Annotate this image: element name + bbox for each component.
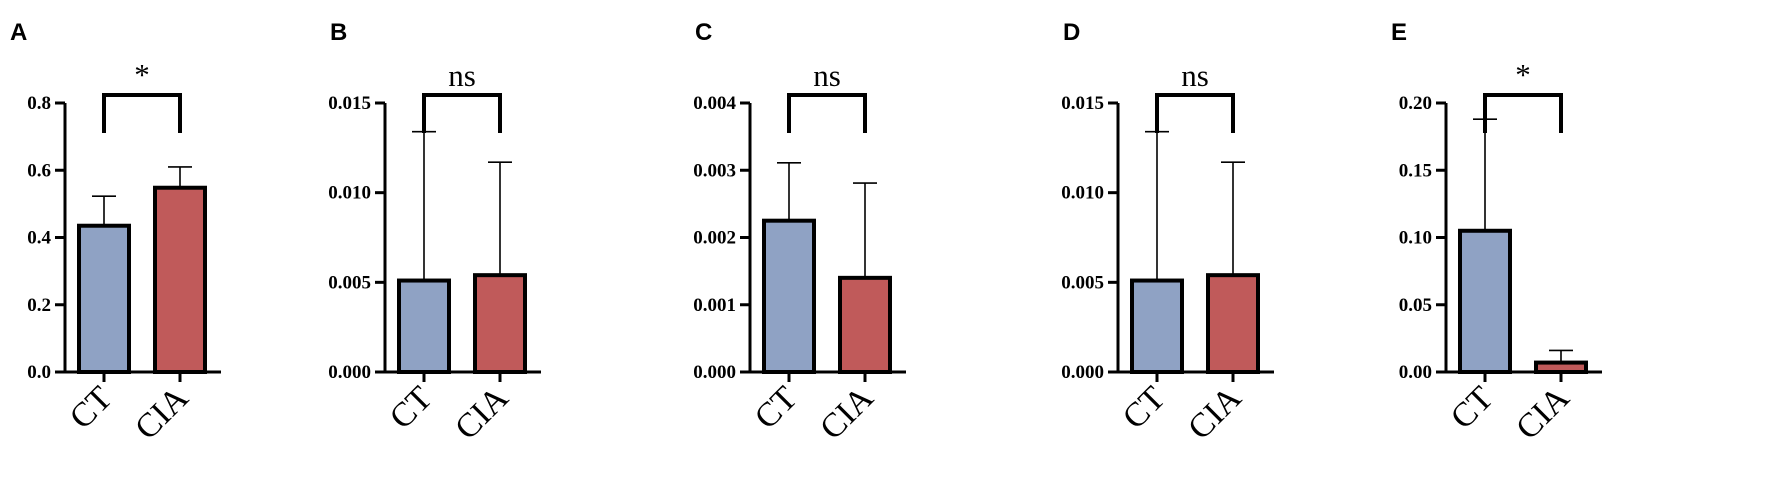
x-category-label-c: CT [748, 379, 805, 436]
x-category-label-b: CT [383, 379, 440, 436]
x-category-label-d: CT [1116, 379, 1173, 436]
x-category-label-a: CIA [128, 379, 196, 447]
bar-cia-d [1206, 273, 1260, 374]
y-tick-label-c: 0.000 [693, 362, 736, 383]
y-tick-label-c: 0.001 [693, 295, 736, 316]
significance-label-d: ns [1181, 58, 1209, 93]
significance-label-c: ns [813, 58, 841, 93]
significance-label-e: * [1515, 57, 1531, 92]
y-tick-label-d: 0.005 [1061, 272, 1104, 293]
significance-bracket-d [1155, 93, 1235, 133]
significance-label-a: * [134, 57, 150, 92]
x-category-label-d: CIA [1181, 379, 1249, 447]
y-tick-label-c: 0.004 [693, 93, 736, 114]
y-tick-label-b: 0.010 [328, 183, 371, 204]
y-tick-label-d: 0.010 [1061, 183, 1104, 204]
bar-ct-d [1130, 278, 1184, 375]
y-tick-label-d: 0.000 [1061, 362, 1104, 383]
bar-ct-b [397, 278, 451, 375]
y-tick-label-e: 0.00 [1399, 362, 1432, 383]
significance-label-b: ns [448, 58, 476, 93]
significance-bracket-a [102, 93, 182, 133]
x-category-label-e: CIA [1509, 379, 1577, 447]
bar-cia-b [473, 273, 527, 374]
significance-bracket-e [1483, 93, 1563, 133]
x-category-label-b: CIA [448, 379, 516, 447]
y-tick-label-a: 0.8 [27, 93, 51, 114]
significance-bracket-c [787, 93, 867, 133]
x-category-label-c: CIA [813, 379, 881, 447]
panel-letter-c: C [695, 19, 712, 46]
bar-ct-c [762, 218, 816, 374]
x-category-label-e: CT [1444, 379, 1501, 436]
y-tick-label-a: 0.0 [27, 362, 51, 383]
bar-cia-c [838, 275, 892, 375]
y-tick-label-b: 0.005 [328, 272, 371, 293]
significance-bracket-b [422, 93, 502, 133]
y-tick-label-a: 0.4 [27, 228, 51, 249]
bar-ct-a [77, 223, 131, 374]
y-tick-label-b: 0.000 [328, 362, 371, 383]
x-category-label-a: CT [63, 379, 120, 436]
y-tick-label-d: 0.015 [1061, 93, 1104, 114]
panel-letter-a: A [10, 19, 27, 46]
bar-cia-a [153, 185, 207, 374]
bar-ct-e [1458, 228, 1512, 374]
y-tick-label-e: 0.20 [1399, 93, 1432, 114]
panel-letter-e: E [1391, 19, 1407, 46]
panel-letter-b: B [330, 19, 347, 46]
y-tick-label-c: 0.003 [693, 160, 736, 181]
panel-letter-d: D [1063, 19, 1080, 46]
y-tick-label-e: 0.05 [1399, 295, 1432, 316]
y-tick-label-c: 0.002 [693, 228, 736, 249]
y-tick-label-a: 0.6 [27, 160, 51, 181]
y-tick-label-b: 0.015 [328, 93, 371, 114]
y-tick-label-e: 0.15 [1399, 160, 1432, 181]
y-tick-label-a: 0.2 [27, 295, 51, 316]
y-tick-label-e: 0.10 [1399, 228, 1432, 249]
